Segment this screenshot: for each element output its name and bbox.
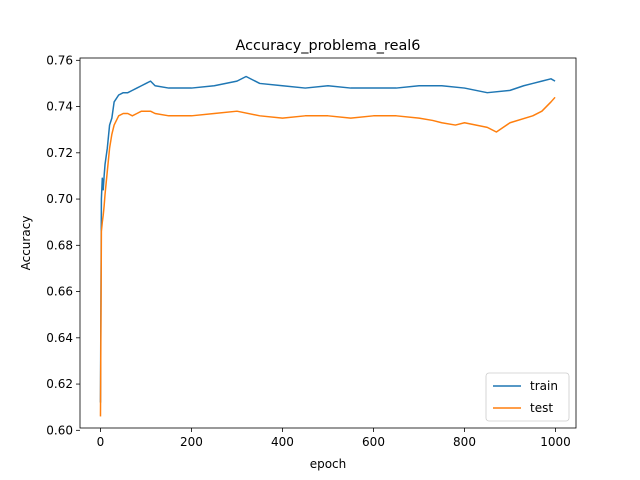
y-tick-label: 0.70 — [46, 192, 73, 206]
chart-title: Accuracy_problema_real6 — [236, 38, 421, 54]
x-tick-label: 400 — [271, 435, 294, 449]
y-tick-label: 0.76 — [46, 53, 73, 67]
plot-frame — [79, 57, 577, 429]
x-tick-label: 800 — [453, 435, 476, 449]
legend: train test — [485, 372, 570, 422]
x-tick-label: 0 — [97, 435, 105, 449]
x-tick-label: 200 — [180, 435, 203, 449]
series-layer — [99, 75, 556, 417]
y-tick-label: 0.62 — [46, 377, 73, 391]
x-axis-ticks: 0 200 400 600 800 1000 — [97, 428, 571, 449]
y-tick-label: 0.68 — [46, 238, 73, 252]
series-line-test — [99, 96, 556, 417]
x-tick-label: 600 — [362, 435, 385, 449]
y-tick-label: 0.72 — [46, 146, 73, 160]
y-axis-label: Accuracy — [19, 216, 33, 271]
y-tick-label: 0.66 — [46, 285, 73, 299]
legend-label-train: train — [530, 379, 558, 393]
legend-box — [485, 372, 570, 422]
y-axis-ticks: 0.60 0.62 0.64 0.66 0.68 0.70 0.72 0.74 0.76 — [46, 53, 80, 437]
x-tick-label: 1000 — [540, 435, 571, 449]
legend-label-test: test — [530, 401, 553, 415]
x-axis-label: epoch — [310, 457, 347, 471]
y-tick-label: 0.74 — [46, 100, 73, 114]
series-line-train — [99, 75, 556, 403]
y-tick-label: 0.64 — [46, 331, 73, 345]
y-tick-label: 0.60 — [46, 423, 73, 437]
plot-area — [80, 58, 576, 428]
